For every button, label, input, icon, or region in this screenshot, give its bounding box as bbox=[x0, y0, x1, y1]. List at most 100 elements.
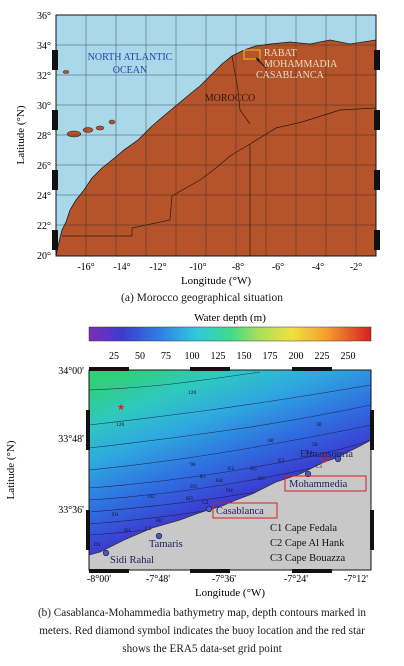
contour-label: D1 bbox=[94, 542, 101, 548]
contour-label: 30 bbox=[316, 422, 322, 428]
x-axis-label-a: Longitude (°W) bbox=[181, 275, 251, 287]
contour-label: E3 bbox=[278, 458, 284, 464]
lon-tick: -7°36' bbox=[212, 574, 236, 585]
lon-tick: -8° bbox=[232, 262, 244, 273]
colorbar-tick: 250 bbox=[341, 351, 356, 362]
colorbar-tick: 100 bbox=[185, 351, 200, 362]
mohammedia-dot bbox=[304, 470, 312, 478]
contour-label: E1 bbox=[200, 474, 206, 480]
caption-b-line-1: (b) Casablanca-Mohammedia bathymetry map… bbox=[37, 607, 367, 619]
colorbar: Water depth (m) 25 50 75 100 125 150 175… bbox=[88, 312, 372, 362]
colorbar-tick: 50 bbox=[135, 351, 145, 362]
contour-label: H2 bbox=[156, 518, 163, 524]
cape-legend: C1 Cape Fedala C2 Cape Al Hank C3 Cape B… bbox=[270, 523, 346, 564]
lat-tick: 34° bbox=[37, 41, 51, 52]
lat-ticks-b: 34°00' 33°48' 33°36' bbox=[58, 366, 84, 516]
edge-ticks-b bbox=[86, 367, 374, 573]
lon-tick: -7°12' bbox=[344, 574, 368, 585]
lat-tick: 33°48' bbox=[58, 434, 84, 445]
contour-label: 120 bbox=[116, 422, 125, 428]
lon-tick: -14° bbox=[113, 262, 130, 273]
city-mohammadia: MOHAMMADIA bbox=[264, 59, 338, 70]
casablanca-box bbox=[212, 502, 278, 519]
lat-tick: 22° bbox=[37, 221, 51, 232]
borders bbox=[62, 55, 376, 256]
arrow-head bbox=[256, 58, 260, 62]
tamaris-dot bbox=[155, 532, 163, 540]
place-elmansouria: Elmansouria bbox=[300, 449, 353, 460]
map-b: 120 120 90 60 30 D1 D2 D3 D4 D5 D1 H1 H2… bbox=[5, 366, 374, 599]
caption-b-line-3: shows the ERA5 data-set grid point bbox=[122, 642, 282, 655]
x-axis-label-b: Longitude (°W) bbox=[195, 587, 265, 599]
edge-ticks-a bbox=[52, 50, 380, 250]
lon-tick: -2° bbox=[350, 262, 362, 273]
lon-tick: -12° bbox=[149, 262, 166, 273]
lon-tick: -7°48' bbox=[146, 574, 170, 585]
country-label: MOROCCO bbox=[205, 93, 256, 104]
lon-tick: -6° bbox=[272, 262, 284, 273]
lat-tick: 33°36' bbox=[58, 505, 84, 516]
lon-tick: -7°24' bbox=[284, 574, 308, 585]
caption-a: (a) Morocco geographical situation bbox=[121, 292, 283, 304]
contour-label: D2 bbox=[148, 494, 155, 500]
contour-label: H4 bbox=[216, 478, 223, 484]
contour-label: 120 bbox=[188, 390, 197, 396]
city-rabat: RABAT bbox=[264, 48, 297, 59]
cape-legend-item: C3 Cape Bouazza bbox=[270, 553, 346, 564]
contour-label-group: 120 120 90 60 30 D1 D2 D3 D4 D5 D1 H1 H2… bbox=[94, 390, 323, 548]
colorbar-tick: 175 bbox=[263, 351, 278, 362]
city-casablanca: CASABLANCA bbox=[256, 70, 325, 81]
caption-b: (b) Casablanca-Mohammedia bathymetry map… bbox=[6, 605, 398, 659]
map-a: NORTH ATLANTIC OCEAN MOROCCO RABAT MOHAM… bbox=[15, 11, 380, 287]
colorbar-tick: 225 bbox=[315, 351, 330, 362]
contour-label: E2 bbox=[228, 466, 234, 472]
lat-tick: 24° bbox=[37, 191, 51, 202]
mohammedia-box bbox=[284, 475, 367, 492]
grid-a bbox=[56, 15, 376, 256]
caption-b-line-2: meters. Red diamond symbol indicates the… bbox=[39, 624, 365, 637]
lon-tick: -10° bbox=[189, 262, 206, 273]
lat-tick: 32° bbox=[37, 71, 51, 82]
lat-tick: 34°00' bbox=[58, 366, 84, 377]
contour-label: C3 bbox=[145, 526, 152, 532]
place-sidi-rahal: Sidi Rahal bbox=[110, 555, 154, 566]
elmansouria-dot bbox=[334, 455, 342, 463]
contour-label: 50 bbox=[312, 442, 318, 448]
colorbar-title: Water depth (m) bbox=[194, 312, 266, 324]
colorbar-tick: 150 bbox=[237, 351, 252, 362]
contour-label: E4 bbox=[306, 450, 312, 456]
lon-ticks-b: -8°00' -7°48' -7°36' -7°24' -7°12' bbox=[87, 574, 368, 585]
colorbar-tick: 200 bbox=[289, 351, 304, 362]
lat-tick: 28° bbox=[37, 131, 51, 142]
ocean-label-1: NORTH ATLANTIC bbox=[88, 52, 173, 63]
lat-tick: 30° bbox=[37, 101, 51, 112]
era5-star: ★ bbox=[117, 402, 125, 412]
colorbar-tick: 125 bbox=[211, 351, 226, 362]
contour-label: H3 bbox=[186, 496, 193, 502]
y-axis-label-a: Latitude (°N) bbox=[15, 105, 27, 164]
lat-tick: 36° bbox=[37, 11, 51, 22]
y-axis-label-b: Latitude (°N) bbox=[5, 440, 17, 499]
lon-tick: -16° bbox=[77, 262, 94, 273]
frame-a bbox=[55, 14, 377, 257]
canary-islands bbox=[62, 70, 116, 138]
buoy-diamond bbox=[320, 453, 330, 463]
contour-label: D4 bbox=[226, 488, 233, 494]
contour-label: D5 bbox=[258, 476, 265, 482]
contour-label: C2 bbox=[202, 500, 209, 506]
study-area-box bbox=[243, 49, 261, 60]
contour-label: 60 bbox=[268, 438, 274, 444]
casablanca-dot bbox=[205, 505, 213, 513]
lon-tick: -4° bbox=[312, 262, 324, 273]
sidi-rahal-dot bbox=[102, 549, 110, 557]
lon-tick: -8°00' bbox=[87, 574, 111, 585]
colorbar-tick: 75 bbox=[161, 351, 171, 362]
colorbar-ticks: 25 50 75 100 125 150 175 200 225 250 bbox=[109, 351, 356, 362]
place-mohammedia: Mohammedia bbox=[289, 479, 348, 490]
cape-legend-item: C1 Cape Fedala bbox=[270, 523, 337, 534]
contour-label: C1 bbox=[316, 464, 323, 470]
place-casablanca: Casablanca bbox=[216, 506, 264, 517]
lat-tick: 26° bbox=[37, 161, 51, 172]
contour-label: H5 bbox=[250, 466, 257, 472]
